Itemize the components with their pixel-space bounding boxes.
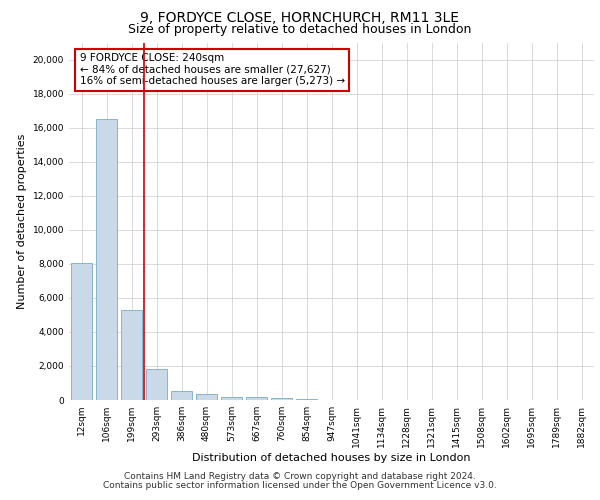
Bar — [146, 370, 167, 400]
Bar — [71, 263, 92, 400]
Bar — [296, 399, 317, 400]
Bar — [246, 397, 267, 400]
Text: Size of property relative to detached houses in London: Size of property relative to detached ho… — [128, 22, 472, 36]
Y-axis label: Number of detached properties: Number of detached properties — [17, 134, 27, 309]
Bar — [96, 119, 117, 400]
Text: 9, FORDYCE CLOSE, HORNCHURCH, RM11 3LE: 9, FORDYCE CLOSE, HORNCHURCH, RM11 3LE — [140, 11, 460, 25]
X-axis label: Distribution of detached houses by size in London: Distribution of detached houses by size … — [192, 452, 471, 462]
Text: 9 FORDYCE CLOSE: 240sqm
← 84% of detached houses are smaller (27,627)
16% of sem: 9 FORDYCE CLOSE: 240sqm ← 84% of detache… — [79, 53, 344, 86]
Text: Contains public sector information licensed under the Open Government Licence v3: Contains public sector information licen… — [103, 481, 497, 490]
Bar — [196, 394, 217, 400]
Bar — [271, 398, 292, 400]
Bar — [121, 310, 142, 400]
Bar — [171, 392, 192, 400]
Bar — [221, 396, 242, 400]
Text: Contains HM Land Registry data © Crown copyright and database right 2024.: Contains HM Land Registry data © Crown c… — [124, 472, 476, 481]
